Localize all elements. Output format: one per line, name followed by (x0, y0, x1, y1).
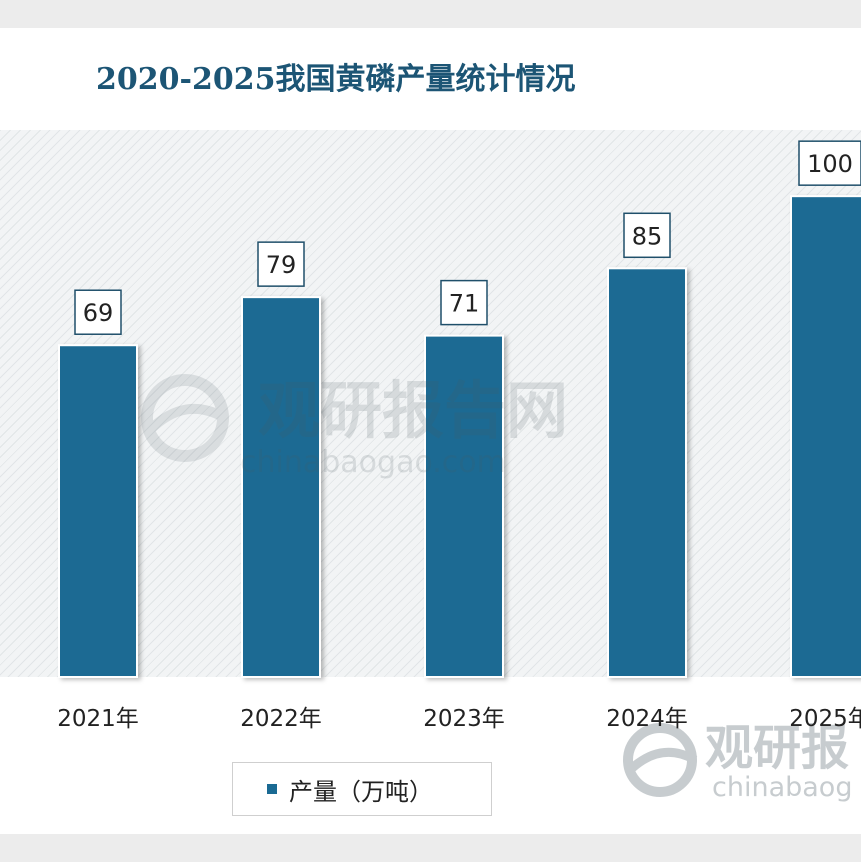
legend: 产量（万吨） (232, 762, 492, 816)
data-label: 100 (807, 150, 853, 178)
x-tick-label: 2025年 (789, 706, 861, 732)
watermark-text: 观研报告网 (258, 374, 568, 447)
plot-area (0, 130, 861, 677)
watermark-corner-url: chinabaog (712, 772, 852, 803)
x-tick-label: 2024年 (606, 706, 688, 732)
data-label: 69 (83, 299, 114, 327)
data-label-box (440, 279, 488, 326)
legend-label: 产量（万吨） (289, 777, 433, 806)
data-label-box (257, 241, 305, 287)
watermark-center: 观研报告网 chinabaogao.com (141, 374, 568, 480)
x-tick-label: 2021年 (57, 706, 139, 732)
data-label-box (74, 289, 122, 335)
bar-2022年 (241, 296, 321, 678)
bar-2025年 (790, 195, 861, 679)
bar-2021年 (58, 344, 138, 678)
x-tick-label: 2023年 (423, 706, 505, 732)
watermark-url: chinabaogao.com (240, 445, 506, 480)
data-label: 85 (632, 222, 663, 250)
data-label-box (623, 212, 671, 259)
data-label-box (798, 140, 861, 186)
bar-2024年 (607, 267, 687, 678)
chart-title: 2020-2025我国黄磷产量统计情况 (96, 62, 576, 97)
bar-2023年 (424, 334, 504, 678)
watermark-corner: 观研报 chinabaog (623, 720, 852, 803)
legend-swatch (267, 784, 277, 794)
data-label: 79 (266, 251, 297, 279)
x-tick-label: 2022年 (240, 706, 322, 732)
watermark-corner-text: 观研报 (705, 720, 849, 776)
data-label: 71 (449, 290, 480, 318)
